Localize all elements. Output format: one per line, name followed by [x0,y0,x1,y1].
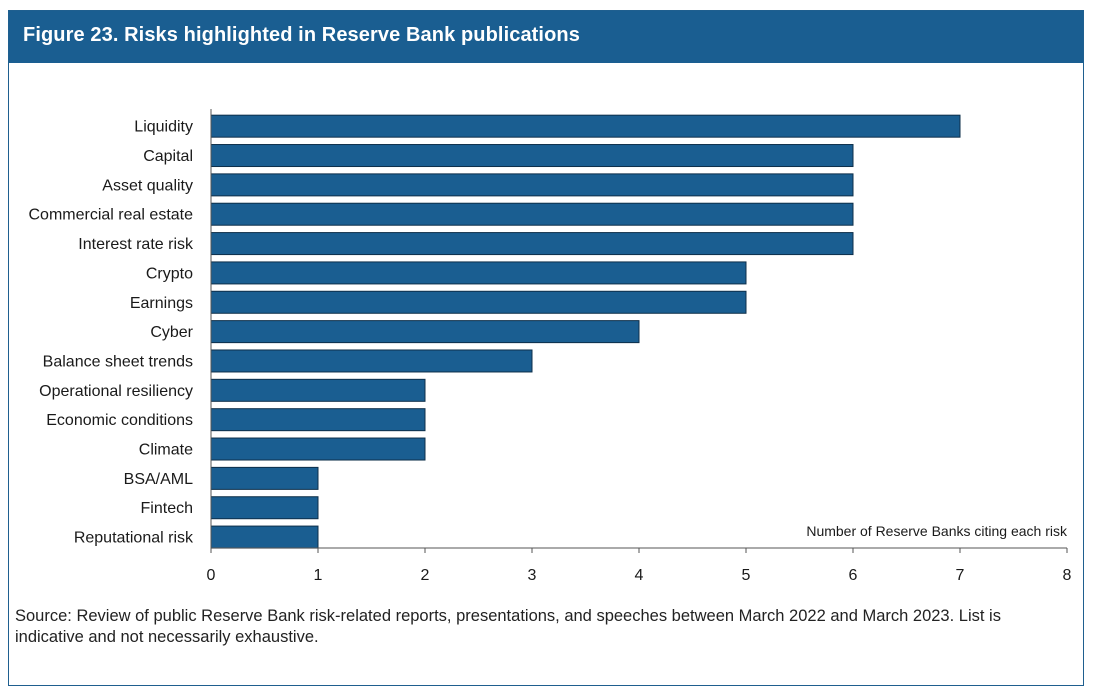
bar-operational-resiliency [210,378,426,402]
category-label: Economic conditions [46,412,193,429]
x-tick-label: 0 [207,567,216,584]
bar-bsa-aml [210,466,319,490]
figure-title-bar: Figure 23. Risks highlighted in Reserve … [9,11,1083,63]
bar-capital [210,144,854,168]
x-axis-label: Number of Reserve Banks citing each risk [806,523,1068,539]
bar-liquidity [210,114,961,138]
bar-climate [210,437,426,461]
x-tick-label: 8 [1063,567,1072,584]
bar-economic-conditions [210,408,426,432]
x-tick-label: 3 [528,567,537,584]
category-label: Balance sheet trends [43,353,193,370]
x-tick-label: 6 [849,567,858,584]
bar-reputational-risk [210,525,319,549]
bar-interest-rate-risk [210,232,854,256]
x-tick-label: 2 [421,567,430,584]
category-label: Fintech [141,500,193,517]
category-label: Interest rate risk [78,236,194,253]
x-tick-label: 1 [314,567,323,584]
category-label: Crypto [146,265,193,282]
category-label: Commercial real estate [29,207,194,224]
category-label: Cyber [150,324,193,341]
bar-asset-quality [210,173,854,197]
category-label: Climate [139,442,193,459]
x-tick-label: 5 [742,567,751,584]
bar-balance-sheet-trends [210,349,533,373]
x-tick-label: 7 [956,567,965,584]
bar-commercial-real-estate [210,202,854,226]
category-label: Capital [143,148,193,165]
category-label: Operational resiliency [39,383,193,400]
x-tick-label: 4 [635,567,644,584]
bar-cyber [210,320,640,344]
figure-title: Figure 23. Risks highlighted in Reserve … [23,24,580,46]
category-label: Liquidity [134,119,193,136]
category-label: Earnings [130,295,193,312]
bar-fintech [210,496,319,520]
bar-crypto [210,261,747,285]
category-label: BSA/AML [124,471,193,488]
figure-source-note: Source: Review of public Reserve Bank ri… [15,607,1001,646]
category-label: Reputational risk [74,530,194,547]
category-label: Asset quality [102,177,193,194]
bar-earnings [210,290,747,314]
